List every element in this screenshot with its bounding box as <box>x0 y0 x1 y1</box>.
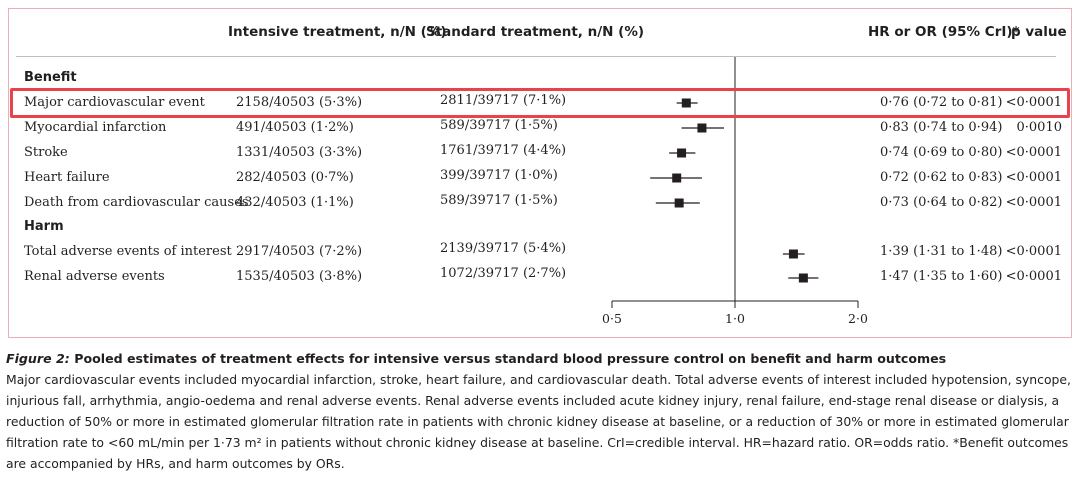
figure-panel <box>8 8 1072 338</box>
highlight-box <box>10 88 1070 118</box>
header-intensive: Intensive treatment, n/N (%) <box>228 24 447 40</box>
row-standard: 1072/39717 (2·7%) <box>440 266 567 281</box>
row-standard: 1761/39717 (4·4%) <box>440 143 567 158</box>
row-pvalue: <0·0001 <box>1005 145 1062 160</box>
row-pvalue: <0·0001 <box>1005 170 1062 185</box>
row-standard: 589/39717 (1·5%) <box>440 118 558 133</box>
row-label: Renal adverse events <box>24 269 165 284</box>
point-estimate <box>697 123 707 133</box>
caption-title-lead: Figure 2: <box>6 351 70 366</box>
row-pvalue: <0·0001 <box>1005 269 1062 284</box>
row-standard: 2811/39717 (7·1%) <box>440 93 567 108</box>
x-tick-label: 0·5 <box>602 311 622 326</box>
point-estimate <box>674 198 684 208</box>
header-pvalue: p value <box>1011 24 1067 40</box>
row-standard: 399/39717 (1·0%) <box>440 168 558 183</box>
row-intensive: 432/40503 (1·1%) <box>236 195 354 210</box>
caption-title-rest: Pooled estimates of treatment effects fo… <box>69 351 947 366</box>
row-label: Total adverse events of interest <box>24 244 232 259</box>
row-standard: 2139/39717 (5·4%) <box>440 241 567 256</box>
row-hr: 0·83 (0·74 to 0·94) <box>880 120 1003 135</box>
row-hr: 0·72 (0·62 to 0·83) <box>880 170 1003 185</box>
point-estimate <box>681 98 691 108</box>
caption-title: Figure 2: Pooled estimates of treatment … <box>6 351 946 366</box>
x-tick-label: 1·0 <box>725 311 745 326</box>
header-hr: HR or OR (95% CrI)* <box>868 24 1020 40</box>
row-label: Major cardiovascular event <box>24 95 205 110</box>
section-harm: Harm <box>24 219 64 234</box>
row-hr: 1·47 (1·35 to 1·60) <box>880 269 1003 284</box>
point-estimate <box>798 273 808 283</box>
row-label: Myocardial infarction <box>24 120 167 135</box>
row-intensive: 2158/40503 (5·3%) <box>236 95 363 110</box>
row-hr: 0·73 (0·64 to 0·82) <box>880 195 1003 210</box>
point-estimate <box>788 249 798 259</box>
section-benefit: Benefit <box>24 70 77 85</box>
caption-body: Major cardiovascular events included myo… <box>6 372 1071 471</box>
x-tick-label: 2·0 <box>848 311 868 326</box>
row-intensive: 2917/40503 (7·2%) <box>236 244 363 259</box>
row-pvalue: <0·0001 <box>1005 244 1062 259</box>
row-hr: 0·74 (0·69 to 0·80) <box>880 145 1003 160</box>
row-intensive: 1331/40503 (3·3%) <box>236 145 363 160</box>
forest-plot: 0·5 1·0 2·0 <box>602 57 868 326</box>
point-estimate <box>677 148 687 158</box>
row-intensive: 282/40503 (0·7%) <box>236 170 354 185</box>
point-estimate <box>672 173 682 183</box>
figure-caption: Figure 2: Pooled estimates of treatment … <box>6 348 1074 474</box>
row-label: Heart failure <box>24 170 110 185</box>
row-pvalue: <0·0001 <box>1005 195 1062 210</box>
row-intensive: 491/40503 (1·2%) <box>236 120 354 135</box>
row-label: Death from cardiovascular causes <box>24 195 249 210</box>
row-pvalue: <0·0001 <box>1005 95 1062 110</box>
row-intensive: 1535/40503 (3·8%) <box>236 269 363 284</box>
header-standard: Standard treatment, n/N (%) <box>426 24 645 40</box>
row-hr: 1·39 (1·31 to 1·48) <box>880 244 1003 259</box>
row-label: Stroke <box>24 145 68 160</box>
row-pvalue: 0·0010 <box>1016 120 1063 135</box>
row-standard: 589/39717 (1·5%) <box>440 193 558 208</box>
header-divider <box>16 56 1056 57</box>
row-hr: 0·76 (0·72 to 0·81) <box>880 95 1003 110</box>
